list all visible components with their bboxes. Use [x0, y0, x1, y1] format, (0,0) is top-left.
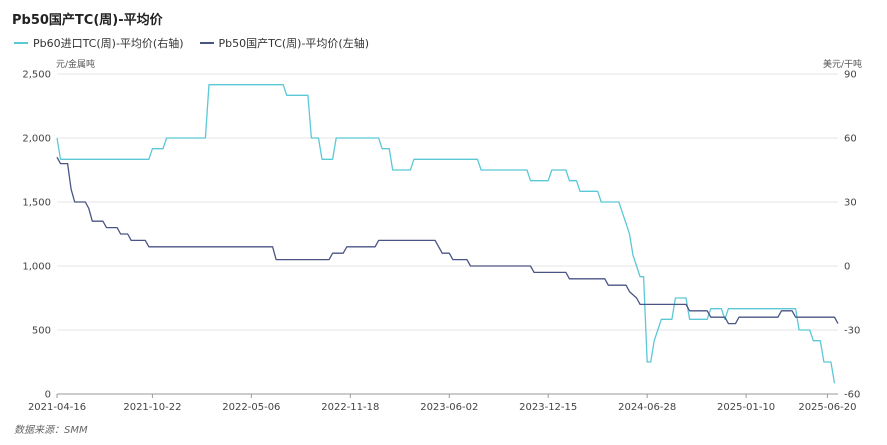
right-axis-unit: 美元/干吨 [822, 60, 862, 70]
left-tick-label: 0 [45, 390, 51, 401]
source-note: 数据来源：SMM [14, 425, 88, 436]
legend: Pb60进口TC(周)-平均价(右轴) Pb50国产TC(周)-平均价(左轴) [14, 35, 369, 51]
right-tick-label: 90 [844, 70, 857, 81]
left-tick-label: 1,500 [22, 198, 51, 209]
x-tick-label: 2022-11-18 [321, 402, 379, 413]
x-tick-label: 2021-04-16 [28, 402, 86, 413]
series-line-import-tc [56, 84, 836, 384]
left-tick-label: 1,000 [22, 262, 51, 273]
x-tick-label: 2025-06-20 [798, 402, 856, 413]
x-tick-label: 2022-05-06 [222, 402, 280, 413]
left-tick-label: 2,000 [22, 134, 51, 145]
legend-item-domestic-tc[interactable]: Pb50国产TC(周)-平均价(左轴) [199, 35, 370, 51]
x-tick-label: 2023-06-02 [420, 402, 478, 413]
right-tick-label: -30 [844, 326, 860, 337]
x-tick-label: 2025-01-10 [717, 402, 775, 413]
right-tick-label: 30 [844, 198, 857, 209]
right-tick-label: 0 [844, 262, 850, 273]
x-tick-label: 2024-06-28 [618, 402, 676, 413]
left-axis-unit: 元/金属吨 [56, 60, 96, 70]
series-line-domestic-tc [56, 156, 839, 325]
legend-item-import-tc[interactable]: Pb60进口TC(周)-平均价(右轴) [14, 35, 184, 51]
right-tick-label: -60 [844, 390, 860, 401]
legend-swatch-domestic-tc [199, 42, 214, 44]
x-tick-label: 2021-10-22 [123, 402, 181, 413]
right-tick-label: 60 [844, 134, 857, 145]
x-tick-label: 2023-12-15 [519, 402, 577, 413]
legend-swatch-import-tc [14, 42, 28, 44]
left-tick-label: 500 [32, 326, 51, 337]
chart-title: Pb50国产TC(周)-平均价 [12, 13, 163, 28]
left-tick-label: 2,500 [22, 70, 51, 81]
legend-label-domestic-tc: Pb50国产TC(周)-平均价(左轴) [218, 37, 370, 50]
legend-label-import-tc: Pb60进口TC(周)-平均价(右轴) [33, 37, 184, 50]
